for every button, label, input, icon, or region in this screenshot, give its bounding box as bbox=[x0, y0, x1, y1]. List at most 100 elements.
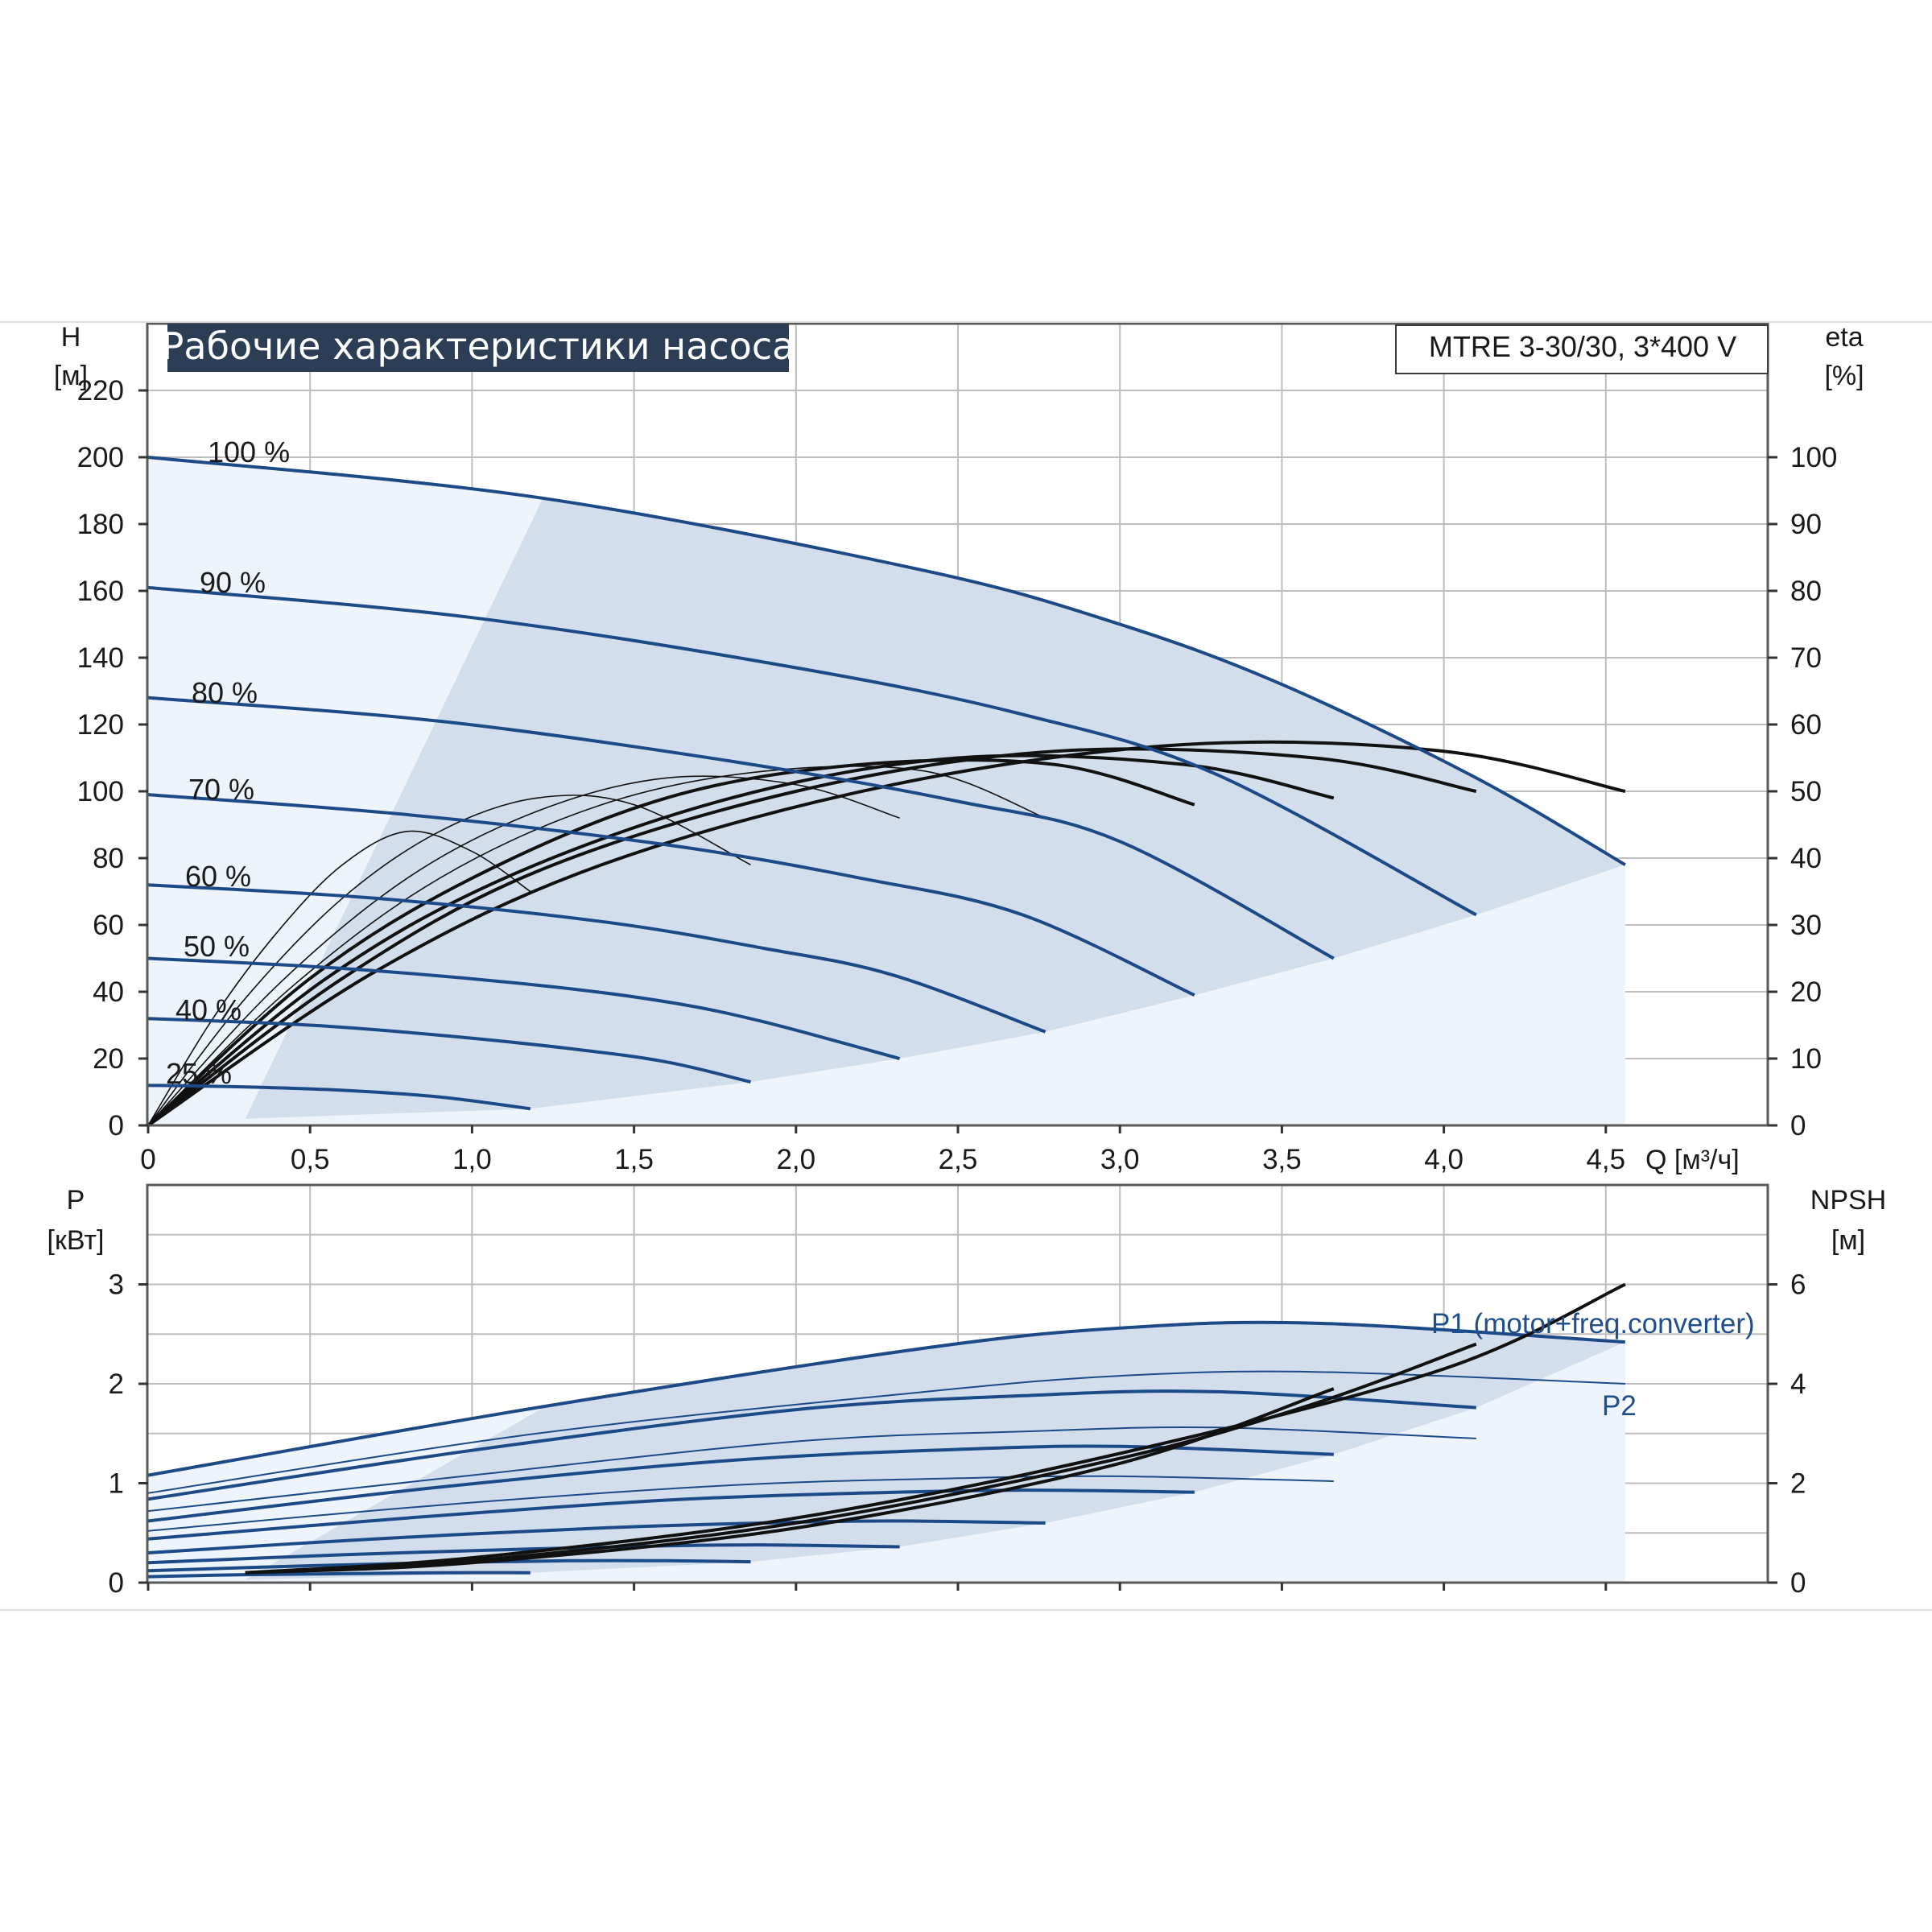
low-flow-area bbox=[148, 457, 543, 1125]
h-axis-label: H bbox=[61, 322, 81, 353]
p1-curve bbox=[147, 1519, 1046, 1554]
npsh-tick-label: 2 bbox=[1790, 1468, 1806, 1500]
p1-curve bbox=[147, 1389, 1476, 1501]
power-curves bbox=[147, 1282, 1626, 1579]
x-tick-label: 0 bbox=[140, 1144, 155, 1175]
p2-curve bbox=[147, 1475, 1334, 1532]
eta-tick-label: 60 bbox=[1790, 709, 1822, 741]
speed-label: 25 % bbox=[166, 1057, 232, 1090]
eta-curve bbox=[147, 830, 531, 1125]
p1-curve bbox=[147, 1320, 1626, 1477]
p1-curve bbox=[147, 1571, 530, 1579]
x-tick-label: 2,0 bbox=[776, 1144, 815, 1175]
speed-label: 80 % bbox=[192, 676, 258, 709]
head-curve bbox=[147, 1017, 751, 1084]
x-tick-label: 1,5 bbox=[614, 1144, 654, 1175]
model-label: MTRE 3-30/30, 3*400 V bbox=[1429, 330, 1736, 363]
model-box bbox=[1395, 324, 1769, 374]
chart-title: Рабочие характеристики насоса bbox=[162, 324, 795, 368]
speed-label: 100 % bbox=[208, 436, 290, 469]
efficiency-curves bbox=[147, 740, 1626, 1125]
eta-tick-label: 70 bbox=[1790, 642, 1822, 674]
head-curves bbox=[147, 456, 1626, 1111]
y-tick-label: 80 bbox=[93, 843, 124, 874]
y-tick-label: 140 bbox=[77, 642, 124, 674]
p-axis-label: P bbox=[67, 1185, 85, 1216]
p2-label: P2 bbox=[1602, 1390, 1637, 1422]
p-tick-label: 3 bbox=[109, 1269, 124, 1301]
speed-label: 50 % bbox=[184, 930, 250, 963]
npsh-tick-label: 6 bbox=[1790, 1269, 1806, 1301]
npsh-curve bbox=[245, 1282, 1626, 1575]
y-tick-label: 220 bbox=[77, 375, 124, 407]
y-tick-label: 0 bbox=[109, 1110, 124, 1141]
eta-curve bbox=[147, 758, 1195, 1125]
speed-label: 90 % bbox=[200, 566, 266, 599]
x-tick-label: 4,5 bbox=[1586, 1144, 1625, 1175]
title-box bbox=[167, 324, 789, 372]
p1-curve bbox=[147, 1488, 1195, 1541]
p-tick-label: 1 bbox=[109, 1468, 124, 1500]
head-curve bbox=[147, 793, 1195, 997]
eta-tick-label: 0 bbox=[1790, 1110, 1806, 1141]
head-curve bbox=[147, 1084, 531, 1111]
speed-label: 70 % bbox=[188, 773, 254, 806]
p-tick-label: 2 bbox=[109, 1368, 124, 1400]
eta-tick-label: 100 bbox=[1790, 442, 1837, 473]
y-tick-label: 200 bbox=[77, 442, 124, 473]
h-axis-unit: [м] bbox=[54, 361, 88, 391]
eta-curve bbox=[147, 795, 751, 1125]
eta-tick-label: 20 bbox=[1790, 976, 1822, 1008]
x-tick-label: 0,5 bbox=[291, 1144, 330, 1175]
p1-curve bbox=[147, 1444, 1334, 1523]
y-tick-label: 100 bbox=[77, 776, 124, 807]
eta-tick-label: 10 bbox=[1790, 1043, 1822, 1075]
head-curve bbox=[147, 456, 1626, 867]
speed-labels: 100 % 90 % 80 % 70 % 60 % 50 % 40 % 25 % bbox=[166, 436, 290, 1090]
x-tick-label: 3,5 bbox=[1262, 1144, 1302, 1175]
head-curve bbox=[147, 956, 901, 1060]
npsh-curve bbox=[245, 1342, 1477, 1575]
eta-curve bbox=[147, 747, 1477, 1125]
q-axis-label: Q [м³/ч] bbox=[1645, 1145, 1740, 1175]
speed-label: 40 % bbox=[175, 993, 242, 1026]
y-tick-label: 60 bbox=[93, 910, 124, 941]
y-tick-label: 40 bbox=[93, 976, 124, 1008]
npsh-axis-unit: [м] bbox=[1831, 1225, 1865, 1256]
eta-tick-label: 50 bbox=[1790, 776, 1822, 807]
power-npsh-panel: 0 1 2 3 0 2 4 6 P [кВт] NPSH [м] P1 (motor+freq… bbox=[47, 1183, 1886, 1600]
x-tick-label: 3,0 bbox=[1100, 1144, 1140, 1175]
npsh-tick-label: 0 bbox=[1790, 1567, 1806, 1599]
eta-curve bbox=[147, 766, 1046, 1125]
eta-axis-label: eta bbox=[1825, 322, 1863, 353]
speed-label: 60 % bbox=[185, 860, 251, 893]
y-tick-label: 160 bbox=[77, 576, 124, 607]
p-axis-unit: [кВт] bbox=[47, 1225, 105, 1256]
eta-curve bbox=[147, 753, 1335, 1125]
p-tick-label: 0 bbox=[109, 1567, 124, 1599]
p2-curve bbox=[147, 1426, 1476, 1513]
eta-tick-label: 40 bbox=[1790, 843, 1822, 874]
power-low-flow-area bbox=[148, 1407, 543, 1583]
eta-tick-label: 80 bbox=[1790, 576, 1822, 607]
x-tick-label: 4,0 bbox=[1424, 1144, 1463, 1175]
head-efficiency-panel: 0 20 40 60 80 100 120 140 160 180 200 220 0 10 20 30 40 5… bbox=[54, 322, 1864, 1175]
head-curve bbox=[147, 585, 1477, 917]
eta-axis-unit: [%] bbox=[1824, 361, 1864, 391]
y-tick-label: 20 bbox=[93, 1043, 124, 1075]
p2-curve bbox=[147, 1370, 1625, 1494]
npsh-tick-label: 4 bbox=[1790, 1368, 1806, 1400]
head-curve bbox=[147, 883, 1046, 1034]
y-tick-label: 120 bbox=[77, 709, 124, 741]
head-curve bbox=[147, 696, 1335, 960]
x-tick-label: 2,5 bbox=[939, 1144, 978, 1175]
eta-tick-label: 90 bbox=[1790, 509, 1822, 540]
y-tick-label: 180 bbox=[77, 509, 124, 540]
npsh-axis-label: NPSH bbox=[1810, 1185, 1886, 1216]
eta-tick-label: 30 bbox=[1790, 910, 1822, 941]
p1-label: P1 (motor+freq.converter) bbox=[1431, 1308, 1755, 1340]
top-axis-ticks: 0 20 40 60 80 100 120 140 160 180 200 220 0 10 20 30 40 5… bbox=[77, 375, 1838, 1175]
x-tick-label: 1,0 bbox=[452, 1144, 492, 1175]
bottom-axis-ticks: 0 1 2 3 0 2 4 6 bbox=[109, 1269, 1806, 1600]
